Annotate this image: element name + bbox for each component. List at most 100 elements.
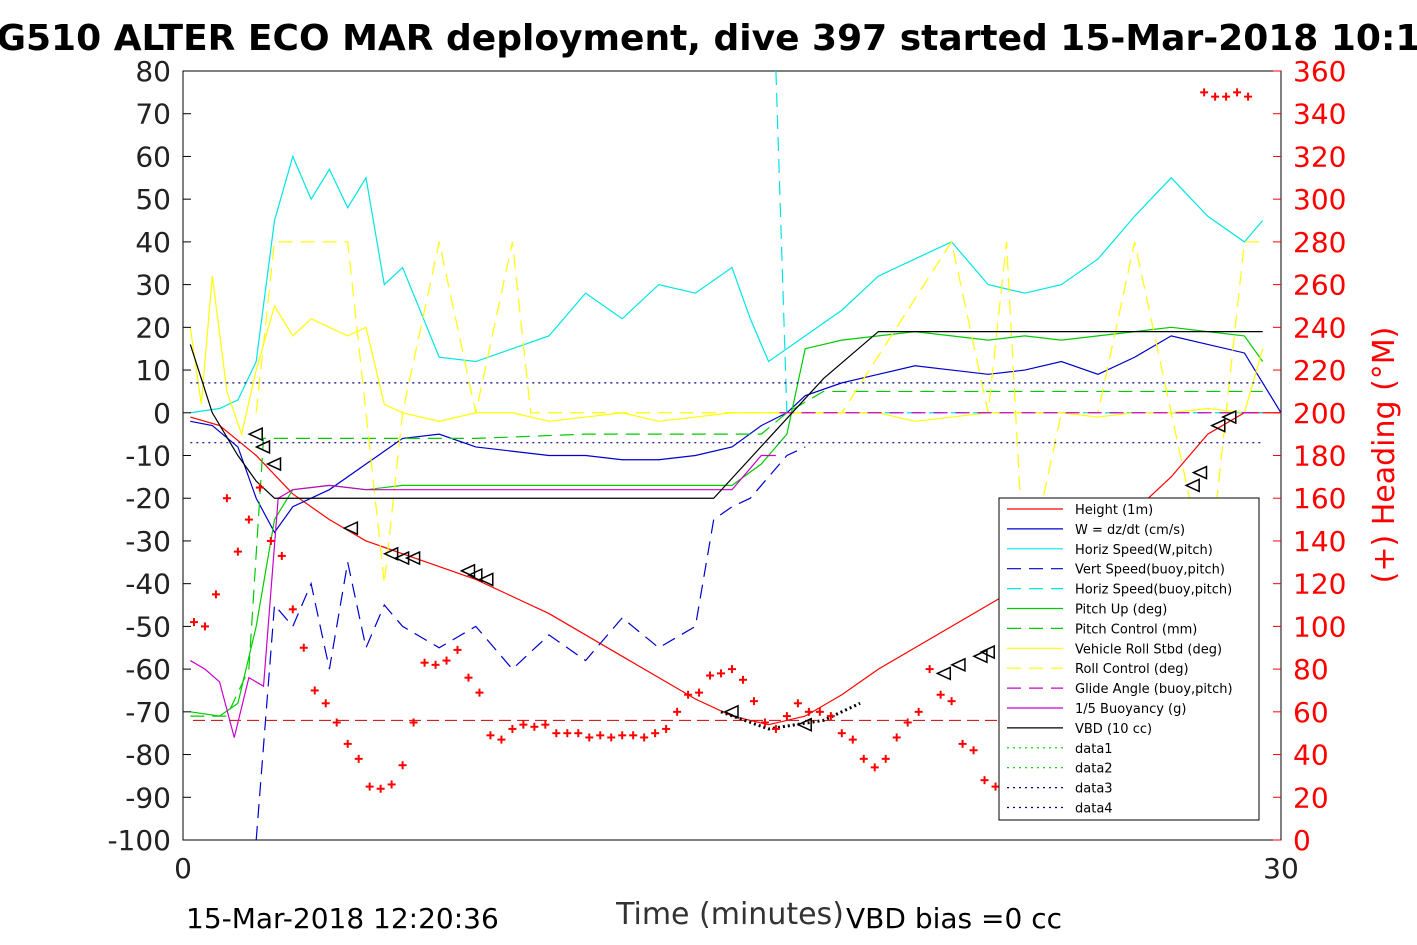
legend-entry-roll: Vehicle Roll Stbd (deg) [1007,642,1222,657]
triangle-marker [972,649,988,664]
heading-point [991,782,1000,791]
series-bottom-dots [720,701,861,731]
heading-point [903,718,912,727]
series-buoyancy [190,454,776,738]
legend-entry-w: W = dz/dt (cm/s) [1007,523,1185,538]
legend-label: Roll Control (deg) [1075,662,1189,677]
triangle-marker [1191,465,1208,480]
legend-label: data3 [1075,782,1113,797]
right-tick-label: 320 [1293,140,1346,173]
legend-label: Pitch Up (deg) [1075,603,1167,618]
triangle-marker [393,550,410,566]
heading-point [409,718,418,727]
heading-point [497,735,506,744]
heading-point [1200,88,1209,97]
right-tick-label: 140 [1293,525,1346,558]
heading-point [771,724,780,733]
heading-point [815,707,824,716]
heading-point [936,690,945,699]
heading-point [1211,92,1220,101]
left-tick-label: -80 [125,739,171,772]
heading-point [1244,92,1253,101]
heading-point [607,733,616,742]
heading-point [563,729,572,738]
heading-point [782,712,791,721]
heading-point [1222,92,1231,101]
legend-entry-roll_control: Roll Control (deg) [1007,662,1189,677]
heading-point [189,618,198,627]
legend-entry-vert_speed: Vert Speed(buoy,pitch) [1007,563,1225,578]
heading-point [640,733,649,742]
heading-point [519,720,528,729]
legend-box [998,497,1260,821]
legend-entry-data4: data4 [1007,802,1113,817]
heading-point [387,780,396,789]
heading-point [859,754,868,763]
series-pitch_control [190,390,1263,717]
legend-label: Horiz Speed(buoy,pitch) [1075,583,1232,598]
heading-point [398,761,407,770]
triangle-marker [254,439,271,455]
footer-vbd-bias: VBD bias =0 cc [846,902,1062,935]
heading-point [332,718,341,727]
legend-entry-glide: Glide Angle (buoy,pitch) [1007,682,1233,697]
heading-point [651,729,660,738]
heading-point [585,733,594,742]
left-tick-label: -50 [125,610,171,643]
heading-point [618,731,627,740]
left-y-axis: 80 70 60 50 40 30 20 10 0 -10 -20 -30 -40 -50 -60 -70 -8… [107,55,191,857]
chart-title: SG510 ALTER ECO MAR deployment, dive 397… [0,18,1417,59]
right-tick-label: 200 [1293,397,1346,430]
right-tick-label: 0 [1293,824,1311,857]
legend-entry-horiz_speed_buoy: Horiz Speed(buoy,pitch) [1007,583,1232,598]
triangle-marker [382,546,399,561]
left-tick-label: 10 [135,354,171,387]
right-tick-label: 100 [1293,610,1346,643]
heading-point [277,551,286,560]
heading-point [848,735,857,744]
left-tick-label: 70 [135,98,171,131]
heading-point [420,658,429,667]
legend-label: Horiz Speed(W,pitch) [1075,543,1213,558]
right-tick-label: 300 [1293,183,1346,216]
heading-point [222,494,231,503]
legend-label: W = dz/dt (cm/s) [1075,523,1185,538]
right-y-axis-label: (+) Heading (°M) [1367,327,1402,584]
heading-point [596,731,605,740]
heading-point [738,675,747,684]
heading-point [343,739,352,748]
triangle-marker [723,704,739,720]
heading-point [266,536,275,545]
left-tick-label: 60 [135,140,171,173]
left-tick-label: -100 [107,824,171,857]
legend-label: Glide Angle (buoy,pitch) [1075,682,1233,697]
plot-area [182,70,1282,841]
triangle-marker [1209,418,1226,433]
heading-point [695,688,704,697]
triangle-marker [1184,478,1200,493]
heading-point [200,622,209,631]
legend-entry-data3: data3 [1007,782,1113,797]
legend-label: data2 [1075,762,1113,777]
right-y-axis: 3603403203002802602402202001801601401201… [1273,55,1346,857]
heading-point [706,671,715,680]
heading-point [431,660,440,669]
legend-label: Vehicle Roll Stbd (deg) [1075,642,1222,657]
x-axis-label: Time (minutes) [615,897,844,932]
right-tick-label: 60 [1293,696,1329,729]
heading-point [892,733,901,742]
heading-point [947,697,956,706]
legend-entry-height: Height (1m) [1007,503,1153,518]
left-tick-label: 20 [135,311,171,344]
right-tick-label: 280 [1293,226,1346,259]
heading-point [464,673,473,682]
legend-entry-vbd: VBD (10 cc) [1007,722,1152,737]
triangle-marker [467,567,483,583]
legend-label: Vert Speed(buoy,pitch) [1075,563,1225,578]
heading-point [749,697,758,706]
heading-point [211,590,220,599]
right-tick-label: 260 [1293,269,1346,302]
left-tick-label: 80 [135,55,171,88]
heading-point [870,763,879,772]
triangle-marker [247,426,263,442]
